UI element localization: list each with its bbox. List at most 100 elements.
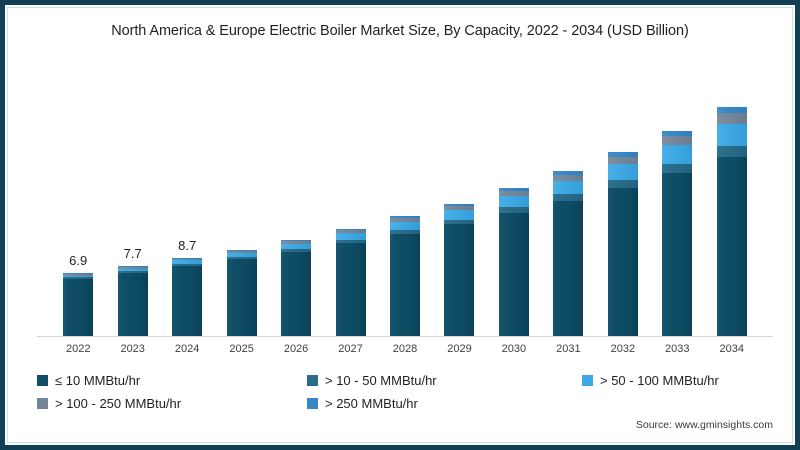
legend-swatch-icon-1 [307, 375, 318, 386]
bar-segment-2029-2 [444, 210, 475, 220]
bar-value-label-2023: 7.7 [123, 246, 142, 262]
bar-segment-2032-3 [607, 156, 638, 164]
bar-segment-2034-4 [716, 107, 747, 114]
x-tick-2027: 2027 [338, 343, 363, 355]
legend-label-4: > 250 MMBtu/hr [325, 396, 418, 411]
bar-2028[interactable]: 2028 [390, 216, 420, 355]
bar-segment-2022-2 [63, 275, 94, 278]
bar-segment-2025-1 [226, 256, 257, 260]
legend-swatch-icon-2 [582, 375, 593, 386]
bar-segment-2023-4 [117, 266, 148, 268]
bar-segment-2022-4 [63, 273, 94, 275]
x-tick-2031: 2031 [556, 343, 581, 355]
bar-2024[interactable]: 8.7 2024 [172, 238, 203, 355]
bar-segment-2033-0 [662, 172, 693, 336]
x-tick-2032: 2032 [610, 343, 636, 355]
bar-segment-2026-0 [281, 251, 312, 336]
bar-segment-2024-0 [172, 265, 203, 336]
bar-2025[interactable]: 2025 [226, 249, 257, 355]
bar-segment-2028-1 [390, 229, 420, 234]
bar-segment-2024-1 [172, 263, 203, 266]
bar-segment-2025-2 [226, 252, 257, 257]
bar-2027[interactable]: 2027 [335, 228, 366, 355]
bar-2026[interactable]: 2026 [281, 240, 312, 355]
bar-2032[interactable]: 2032 [607, 152, 638, 355]
x-tick-2028: 2028 [392, 343, 418, 355]
bar-segment-2031-2 [553, 180, 584, 195]
bar-2034[interactable]: 2034 [716, 107, 747, 355]
bar-segment-2034-2 [716, 124, 747, 147]
legend: ≤ 10 MMBtu/hr > 10 - 50 MMBtu/hr > 50 - … [37, 373, 777, 419]
bar-segment-2031-3 [553, 174, 584, 181]
x-tick-2025: 2025 [229, 343, 254, 355]
x-tick-2034: 2034 [719, 343, 745, 355]
bar-2033[interactable]: 2033 [662, 131, 693, 355]
bar-segment-2023-0 [117, 272, 148, 336]
legend-label-2: > 50 - 100 MMBtu/hr [600, 373, 719, 388]
bar-segment-2027-3 [335, 230, 366, 234]
legend-label-3: > 100 - 250 MMBtu/hr [55, 396, 182, 411]
x-tick-2029: 2029 [447, 343, 472, 355]
bar-segment-2024-4 [172, 257, 203, 259]
legend-item-1[interactable]: > 10 - 50 MMBtu/hr [307, 373, 582, 388]
legend-item-4[interactable]: > 250 MMBtu/hr [307, 396, 582, 411]
bar-2023[interactable]: 7.7 2023 [117, 246, 148, 355]
x-tick-2022: 2022 [65, 343, 91, 355]
bar-segment-2022-1 [63, 277, 94, 280]
bar-segment-2026-3 [281, 241, 312, 244]
bar-segment-2025-3 [226, 250, 257, 253]
x-tick-2030: 2030 [501, 343, 527, 355]
source-attribution: Source: www.gminsights.com [635, 419, 773, 431]
bar-segment-2033-3 [662, 136, 693, 146]
bar-value-label-2022: 6.9 [69, 253, 88, 269]
bar-2022[interactable]: 6.9 2022 [63, 253, 94, 355]
legend-label-0: ≤ 10 MMBtu/hr [55, 373, 141, 388]
bar-segment-2029-1 [444, 219, 475, 225]
legend-row-1: ≤ 10 MMBtu/hr > 10 - 50 MMBtu/hr > 50 - … [37, 373, 777, 388]
bar-segment-2022-0 [63, 279, 94, 336]
bar-segment-2024-3 [172, 258, 203, 261]
bar-segment-2033-2 [662, 145, 693, 164]
x-tick-2033: 2033 [665, 343, 690, 355]
bar-segment-2032-4 [607, 152, 638, 157]
bar-segment-2034-3 [716, 113, 747, 125]
bar-segment-2023-3 [117, 267, 148, 269]
bar-segment-2028-2 [390, 221, 420, 230]
bar-segment-2026-1 [281, 248, 312, 252]
bar-segment-2027-4 [335, 228, 366, 231]
page-title: North America & Europe Electric Boiler M… [111, 23, 689, 39]
bar-segment-2034-0 [716, 156, 747, 336]
bar-segment-2032-2 [607, 163, 638, 180]
legend-item-0[interactable]: ≤ 10 MMBtu/hr [37, 373, 307, 388]
bar-value-label-2024: 8.7 [178, 237, 197, 253]
bar-segment-2030-4 [498, 188, 529, 192]
bar-segment-2033-4 [662, 131, 693, 137]
bar-segment-2023-1 [117, 271, 148, 273]
legend-row-2: > 100 - 250 MMBtu/hr > 250 MMBtu/hr [37, 396, 777, 411]
legend-item-3[interactable]: > 100 - 250 MMBtu/hr [37, 396, 307, 411]
bar-segment-2027-2 [335, 233, 366, 240]
legend-swatch-icon-4 [307, 398, 318, 409]
bar-2030[interactable]: 2030 [498, 188, 529, 355]
bar-2031[interactable]: 2031 [553, 171, 584, 355]
bar-segment-2030-1 [498, 207, 529, 214]
bar-segment-2027-1 [335, 239, 366, 244]
bar-segment-2034-1 [716, 146, 747, 157]
bar-segment-2033-1 [662, 163, 693, 173]
bar-segment-2032-0 [607, 187, 638, 336]
bar-segment-2029-3 [444, 205, 475, 211]
bar-segment-2027-0 [335, 243, 366, 336]
bar-2029[interactable]: 2029 [444, 203, 475, 355]
bar-segment-2024-2 [172, 260, 203, 264]
bar-segment-2025-4 [226, 249, 257, 251]
bar-segment-2026-2 [281, 243, 312, 249]
x-tick-2026: 2026 [283, 343, 309, 355]
bar-segment-2028-0 [390, 233, 420, 336]
x-axis-line [37, 336, 773, 337]
legend-swatch-icon-0 [37, 375, 48, 386]
bar-segment-2030-0 [498, 213, 529, 336]
bar-segment-2029-4 [444, 203, 475, 206]
x-tick-2023: 2023 [120, 343, 145, 355]
legend-item-2[interactable]: > 50 - 100 MMBtu/hr [582, 373, 772, 388]
